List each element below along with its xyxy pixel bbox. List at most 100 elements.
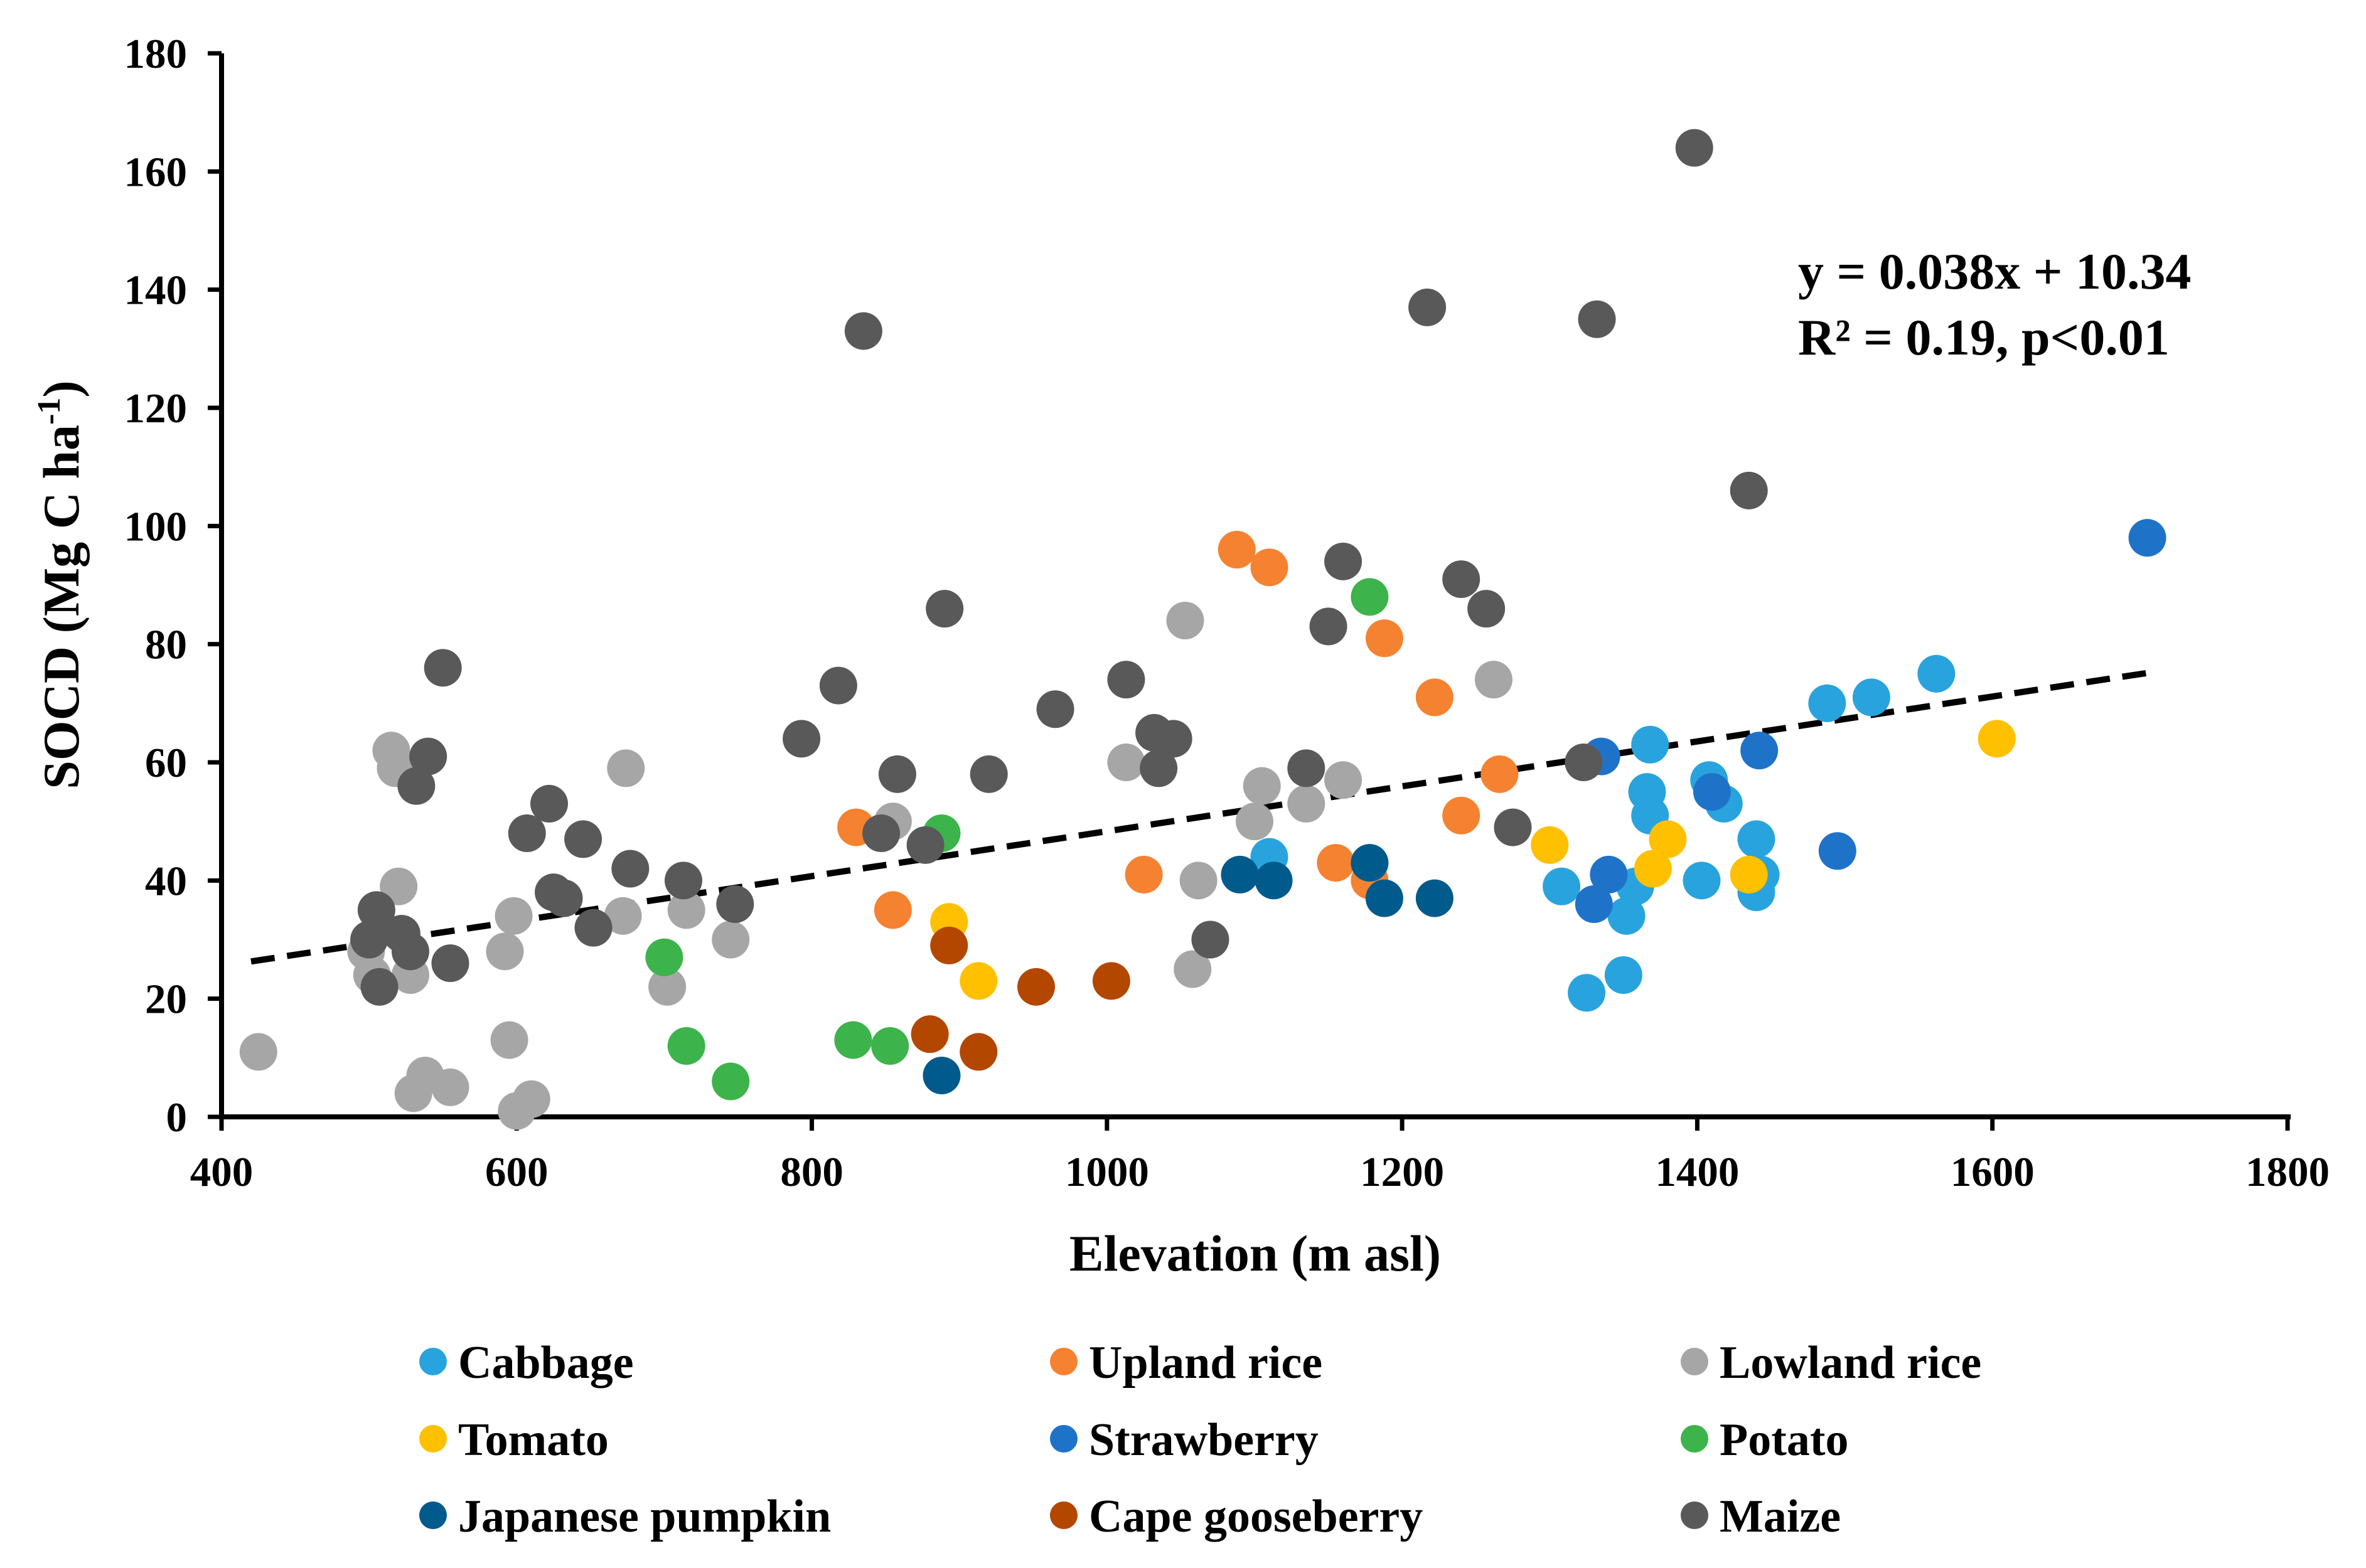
data-point-lowland-rice [667, 891, 705, 929]
data-point-lowland-rice [1179, 861, 1218, 900]
data-point-upland-rice [1480, 755, 1519, 793]
x-tick-label: 1400 [1655, 1149, 1739, 1195]
data-point-tomato [960, 962, 998, 1000]
data-point-maize [360, 968, 399, 1006]
data-point-maize [783, 720, 821, 758]
y-tick-label: 100 [124, 503, 188, 550]
data-point-lowland-rice [431, 1068, 469, 1106]
data-points [239, 129, 2166, 1130]
data-point-lowland-rice [1107, 744, 1145, 781]
data-point-cape-gooseberry [930, 926, 968, 964]
data-point-upland-rice [1442, 796, 1480, 835]
legend-marker-strawberry [1050, 1425, 1078, 1453]
data-point-maize [1036, 690, 1074, 728]
data-point-cabbage [1852, 678, 1890, 717]
data-point-lowland-rice [1474, 661, 1512, 699]
data-point-lowland-rice [712, 920, 750, 959]
ticks [208, 51, 2290, 1131]
data-point-strawberry [1590, 855, 1628, 893]
legend-marker-maize [1681, 1501, 1708, 1529]
data-point-cape-gooseberry [960, 1033, 998, 1071]
y-tick-label: 0 [166, 1094, 188, 1141]
data-point-lowland-rice [239, 1033, 277, 1071]
data-point-lowland-rice [1243, 767, 1281, 805]
data-point-cabbage [1543, 867, 1581, 905]
data-point-lowland-rice [607, 749, 645, 787]
data-point-maize [611, 850, 650, 888]
data-point-strawberry [1818, 832, 1856, 870]
legend-marker-potato [1681, 1425, 1708, 1453]
data-point-tomato [1531, 826, 1569, 864]
data-point-cabbage [1683, 861, 1721, 900]
data-point-maize [1675, 129, 1713, 167]
data-point-cape-gooseberry [1092, 962, 1130, 1000]
data-point-potato [712, 1062, 750, 1101]
y-tick-label: 20 [145, 976, 187, 1023]
data-point-maize [1408, 288, 1447, 326]
legend-label-cabbage: Cabbage [458, 1337, 634, 1389]
data-point-upland-rice [1317, 844, 1355, 882]
data-point-cabbage [1631, 725, 1669, 764]
x-tick-label: 400 [190, 1149, 254, 1195]
data-point-cape-gooseberry [911, 1015, 949, 1053]
legend-label-japanese-pumpkin: Japanese pumpkin [458, 1491, 831, 1542]
data-point-lowland-rice [1166, 602, 1204, 639]
y-axis-title-end: ) [33, 380, 90, 397]
y-tick-label: 180 [124, 31, 188, 77]
data-point-lowland-rice [512, 1080, 550, 1118]
data-point-maize [545, 879, 583, 917]
legend: Cabbage Upland rice Lowland rice Tomato Stra… [419, 1337, 1981, 1542]
data-point-maize [424, 649, 462, 687]
data-point-maize [844, 312, 882, 350]
x-tick-label: 600 [485, 1149, 549, 1195]
data-point-maize [1494, 808, 1532, 846]
data-point-maize [878, 755, 916, 793]
data-point-maize [1140, 749, 1178, 787]
data-point-maize [564, 820, 602, 858]
data-point-maize [1309, 607, 1347, 646]
data-point-maize [350, 920, 388, 959]
data-point-upland-rice [1125, 855, 1163, 893]
x-tick-label: 1600 [1951, 1149, 2035, 1195]
data-point-japanese-pumpkin [1365, 879, 1403, 917]
data-point-maize [1191, 920, 1229, 959]
data-point-maize [397, 767, 436, 805]
data-point-japanese-pumpkin [1221, 855, 1259, 893]
data-point-cabbage [1568, 974, 1606, 1012]
data-point-japanese-pumpkin [1415, 879, 1453, 917]
data-point-potato [871, 1027, 909, 1065]
legend-label-lowland-rice: Lowland rice [1720, 1337, 1981, 1389]
data-point-japanese-pumpkin [923, 1057, 961, 1095]
data-point-maize [357, 891, 395, 929]
data-point-tomato [1978, 720, 2016, 758]
x-tick-label: 800 [780, 1149, 843, 1195]
legend-marker-tomato [419, 1425, 447, 1453]
x-tick-label: 1200 [1360, 1149, 1444, 1195]
data-point-maize [1442, 560, 1480, 599]
data-point-maize [1565, 744, 1603, 781]
data-point-maize [1107, 661, 1145, 699]
data-point-japanese-pumpkin [1255, 861, 1293, 900]
y-tick-label: 40 [145, 858, 187, 904]
legend-label-potato: Potato [1720, 1414, 1849, 1466]
data-point-tomato [1649, 820, 1687, 858]
data-point-maize [906, 826, 945, 864]
y-tick-label: 60 [145, 740, 187, 786]
data-point-potato [834, 1021, 872, 1059]
data-point-upland-rice [1218, 531, 1256, 568]
data-point-maize [530, 784, 569, 823]
data-point-maize [431, 944, 469, 983]
data-point-maize [716, 885, 754, 923]
data-point-lowland-rice [648, 968, 687, 1006]
data-point-upland-rice [1415, 678, 1453, 717]
data-point-maize [1324, 542, 1362, 580]
y-axis-title-main: SOCD (Mg C ha [33, 425, 90, 789]
data-point-lowland-rice [1324, 761, 1362, 799]
data-point-maize [862, 814, 901, 852]
legend-label-maize: Maize [1720, 1491, 1841, 1542]
data-point-lowland-rice [604, 897, 642, 935]
data-point-potato [667, 1027, 705, 1065]
legend-label-upland-rice: Upland rice [1089, 1337, 1322, 1389]
y-tick-label: 160 [124, 149, 188, 195]
data-point-cabbage [1808, 684, 1846, 722]
